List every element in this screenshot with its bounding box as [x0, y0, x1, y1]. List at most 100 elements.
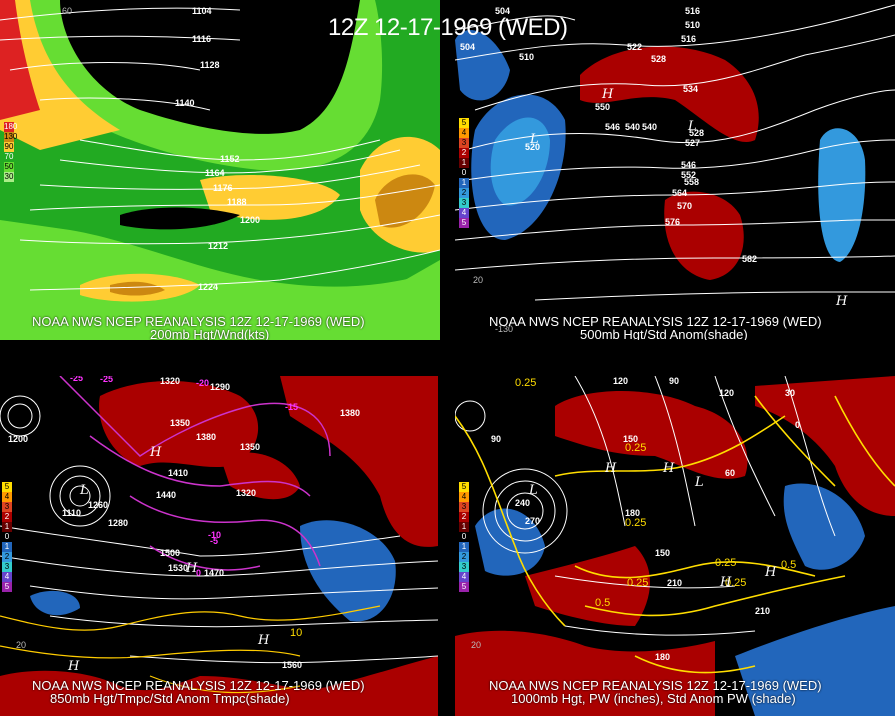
svg-text:1128: 1128 [200, 60, 220, 70]
svg-text:60: 60 [725, 468, 735, 478]
map-850mb-labels: 1320 1320 1290 1350 1380 1410 1440 1470 … [8, 376, 360, 674]
legend-850mb: 5 4 3 2 1 0 1 2 3 4 5 [2, 482, 12, 592]
page-title: 12Z 12-17-1969 (WED) [328, 14, 568, 41]
svg-text:564: 564 [672, 188, 687, 198]
svg-text:504: 504 [495, 6, 510, 16]
low-label-500mb-2: L [687, 119, 697, 134]
svg-text:1470: 1470 [204, 568, 224, 578]
svg-text:1380: 1380 [340, 408, 360, 418]
svg-text:510: 510 [685, 20, 700, 30]
svg-text:582: 582 [742, 254, 757, 264]
svg-text:1152: 1152 [220, 154, 240, 164]
svg-text:1116: 1116 [192, 34, 211, 44]
svg-text:510: 510 [519, 52, 534, 62]
svg-text:120: 120 [613, 376, 628, 386]
svg-text:0: 0 [795, 420, 800, 430]
map-200mb: 1104 1116 1128 1140 1152 1164 1176 1188 … [0, 0, 440, 340]
high-label-500mb: H [601, 87, 614, 102]
svg-text:150: 150 [655, 548, 670, 558]
svg-text:0.25: 0.25 [627, 577, 648, 589]
svg-text:L: L [528, 483, 538, 498]
svg-text:210: 210 [667, 578, 682, 588]
svg-text:H: H [719, 575, 732, 590]
svg-text:546: 546 [605, 122, 620, 132]
panel-200mb: 1104 1116 1128 1140 1152 1164 1176 1188 … [0, 0, 440, 340]
panel-500mb: 504 510 516 522 528 534 540 546 552 558 … [455, 0, 895, 340]
credit-200mb: NOAA NWS NCEP REANALYSIS 12Z 12-17-1969 … [32, 314, 365, 329]
subtitle-850mb: 850mb Hgt/Tmpc/Std Anom Tmpc(shade) [50, 691, 290, 706]
svg-text:540: 540 [642, 122, 657, 132]
svg-text:210: 210 [755, 606, 770, 616]
svg-text:120: 120 [719, 388, 734, 398]
svg-text:10: 10 [290, 627, 302, 639]
svg-text:L: L [79, 483, 89, 498]
svg-text:1140: 1140 [175, 98, 195, 108]
svg-text:180: 180 [625, 508, 640, 518]
svg-text:528: 528 [689, 128, 704, 138]
contour-labels-500mb: 504 510 516 522 528 534 540 546 552 558 … [460, 6, 848, 334]
map-1000mb [455, 376, 895, 716]
svg-text:H: H [149, 445, 162, 460]
svg-text:150: 150 [623, 434, 638, 444]
svg-text:516: 516 [681, 34, 696, 44]
map-500mb: 504 510 516 522 528 534 540 546 552 558 … [455, 0, 895, 340]
svg-text:-5: -5 [210, 536, 218, 546]
svg-text:1560: 1560 [282, 660, 302, 670]
legend-200mb: 180 130 90 70 50 30 [4, 122, 18, 182]
svg-text:1410: 1410 [168, 468, 188, 478]
svg-text:H: H [604, 461, 617, 476]
svg-text:1290: 1290 [210, 382, 230, 392]
subtitle-1000mb: 1000mb Hgt, PW (inches), Std Anom PW (sh… [511, 691, 796, 706]
svg-text:550: 550 [595, 102, 610, 112]
svg-text:H: H [764, 565, 777, 580]
svg-text:504: 504 [460, 42, 475, 52]
svg-text:528: 528 [651, 54, 666, 64]
svg-text:H: H [257, 633, 270, 648]
svg-text:H: H [662, 461, 675, 476]
svg-text:-20: -20 [196, 378, 209, 388]
svg-text:30: 30 [785, 388, 795, 398]
panel-850mb: 1320 [0, 376, 438, 716]
svg-text:20: 20 [473, 275, 483, 285]
svg-text:1164: 1164 [205, 168, 225, 178]
panel-1000mb: 120 90 60 30 0 150 180 210 240 270 90 12… [455, 376, 895, 716]
svg-text:558: 558 [684, 177, 699, 187]
subtitle-200mb: 200mb Hgt/Wnd(kts) [150, 327, 270, 340]
panel-850mb-labels: 1320 1320 1290 1350 1380 1410 1440 1470 … [0, 376, 438, 716]
svg-text:1212: 1212 [208, 241, 228, 251]
svg-text:0.5: 0.5 [595, 597, 610, 609]
svg-text:1280: 1280 [108, 518, 128, 528]
svg-text:0.5: 0.5 [781, 559, 796, 571]
svg-text:-25: -25 [238, 376, 251, 378]
svg-text:240: 240 [515, 498, 530, 508]
svg-text:0: 0 [196, 568, 201, 578]
svg-text:0.25: 0.25 [625, 442, 646, 454]
credit-500mb: NOAA NWS NCEP REANALYSIS 12Z 12-17-1969 … [489, 314, 822, 329]
svg-text:1104: 1104 [192, 6, 212, 16]
svg-text:90: 90 [491, 434, 501, 444]
svg-text:1224: 1224 [198, 282, 218, 292]
svg-text:L: L [694, 475, 704, 490]
svg-text:576: 576 [665, 217, 680, 227]
svg-text:534: 534 [683, 84, 698, 94]
svg-text:546: 546 [681, 160, 696, 170]
svg-text:0.25: 0.25 [715, 557, 736, 569]
svg-text:-130: -130 [495, 324, 513, 334]
svg-text:H: H [67, 659, 80, 674]
svg-text:1260: 1260 [88, 500, 108, 510]
svg-text:1320: 1320 [236, 488, 256, 498]
svg-text:180: 180 [655, 652, 670, 662]
svg-text:90: 90 [669, 376, 679, 386]
svg-text:-25: -25 [70, 376, 83, 383]
svg-text:540: 540 [625, 122, 640, 132]
svg-text:20: 20 [471, 640, 481, 650]
svg-text:1110: 1110 [62, 508, 81, 518]
legend-500mb: 5 4 3 2 1 0 1 2 3 4 5 [459, 118, 469, 228]
svg-text:-15: -15 [285, 402, 298, 412]
low-label-500mb: L [529, 132, 539, 147]
svg-text:520: 520 [525, 142, 540, 152]
svg-text:516: 516 [685, 6, 700, 16]
svg-text:0.25: 0.25 [625, 517, 646, 529]
svg-text:0.25: 0.25 [725, 577, 746, 589]
svg-text:20: 20 [16, 640, 26, 650]
